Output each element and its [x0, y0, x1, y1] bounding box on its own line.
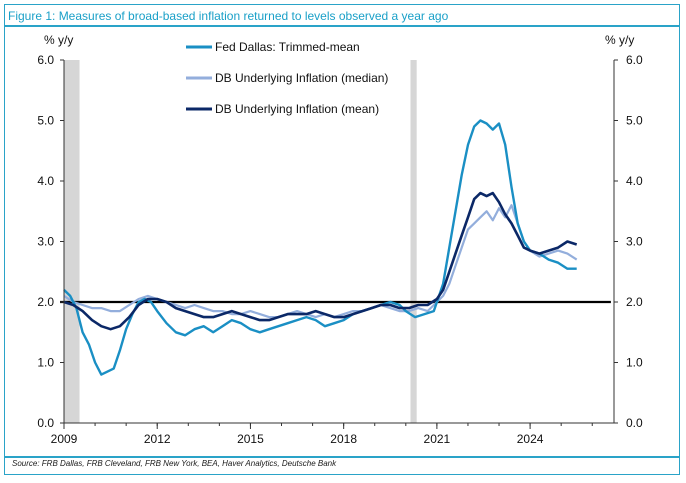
x-tick-label: 2024: [517, 432, 544, 446]
legend-label-1: DB Underlying Inflation (median): [215, 71, 388, 85]
x-tick-label: 2021: [424, 432, 451, 446]
y-tick-label-left: 3.0: [37, 235, 54, 249]
legend-label-0: Fed Dallas: Trimmed-mean: [215, 40, 360, 54]
series-line-0: [63, 119, 577, 376]
y-tick-label-right: 2.0: [626, 295, 643, 309]
y-axis-label-left: % y/y: [44, 33, 73, 47]
x-tick-label: 2009: [51, 432, 78, 446]
y-tick-label-right: 0.0: [626, 416, 643, 430]
y-tick-label-left: 2.0: [37, 295, 54, 309]
y-tick-label-right: 5.0: [626, 114, 643, 128]
recession-band-1: [410, 60, 417, 423]
figure-frame: [4, 4, 680, 475]
x-tick-label: 2018: [330, 432, 357, 446]
series-line-2: [63, 191, 578, 331]
x-tick-label: 2015: [237, 432, 264, 446]
legend-label-2: DB Underlying Inflation (mean): [215, 102, 379, 116]
y-tick-label-right: 6.0: [626, 53, 643, 67]
source-note: Source: FRB Dallas, FRB Cleveland, FRB N…: [12, 459, 337, 468]
figure-title: Figure 1: Measures of broad-based inflat…: [8, 9, 449, 23]
y-tick-label-left: 4.0: [37, 174, 54, 188]
title-divider: [4, 25, 680, 27]
legend: Fed Dallas: Trimmed-mean DB Underlying In…: [186, 40, 388, 116]
y-axis-label-right: % y/y: [605, 33, 634, 47]
source-divider: [4, 456, 680, 458]
y-tick-label-left: 6.0: [37, 53, 54, 67]
recession-band-0: [64, 60, 80, 423]
x-tick-label: 2012: [144, 432, 171, 446]
y-tick-label-right: 4.0: [626, 174, 643, 188]
y-tick-label-right: 1.0: [626, 356, 643, 370]
y-tick-label-right: 3.0: [626, 235, 643, 249]
y-tick-label-left: 0.0: [37, 416, 54, 430]
y-tick-label-left: 1.0: [37, 356, 54, 370]
y-tick-label-left: 5.0: [37, 114, 54, 128]
